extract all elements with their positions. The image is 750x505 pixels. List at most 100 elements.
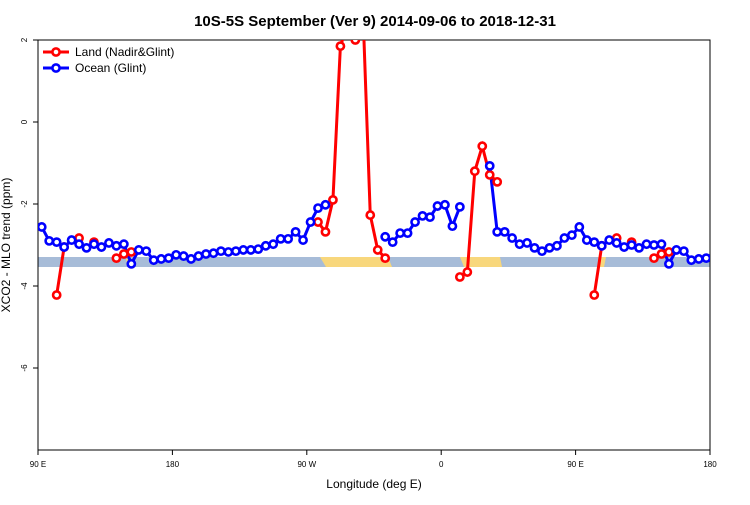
plot-frame [37,39,711,451]
point [59,242,70,252]
point [641,239,652,250]
point [664,247,674,257]
point [283,233,294,244]
point [66,235,77,245]
point [656,249,667,259]
point [604,235,615,245]
point [118,249,129,259]
point [313,203,323,213]
point [440,199,450,210]
point [74,239,84,250]
point [178,251,189,261]
point [268,239,279,250]
point [432,201,443,211]
point [111,240,122,251]
point [626,240,637,250]
y-tick-label: -4 [20,282,29,290]
point [163,253,174,264]
point [537,246,547,257]
point [193,251,204,261]
point [260,240,271,251]
point [634,242,644,253]
x-tick-label: 0 [439,460,444,469]
point [380,253,391,264]
point [514,239,525,250]
point [447,221,458,232]
legend-label: Ocean (Glint) [75,61,146,75]
point [454,272,465,282]
point [581,235,592,245]
point [566,230,577,241]
point [290,226,301,237]
point [649,240,659,250]
point [417,210,428,221]
land-ocean-strip [38,257,710,267]
point [529,242,540,253]
chart-title: 10S-5S September (Ver 9) 2014-09-06 to 2… [194,13,556,30]
point [372,245,383,255]
point [89,239,99,250]
point [230,246,241,257]
point [305,217,316,227]
point [469,166,480,177]
point [410,217,420,227]
point [559,233,570,243]
point [589,290,600,300]
x-axis-label: Longitude (deg E) [326,477,421,491]
y-tick-label: 2 [20,37,29,42]
y-tick-label: -6 [20,364,29,372]
y-axis-label: XCO2 - MLO trend (ppm) [0,178,13,313]
point [678,246,689,257]
point [328,194,338,205]
y-tick-label: 0 [20,119,29,124]
legend-marker [51,47,61,57]
point [51,290,62,300]
point [216,246,226,257]
point [44,235,55,246]
point [141,246,152,257]
point [148,255,159,266]
land-strip [320,257,392,267]
point [686,255,697,266]
point [133,245,144,255]
point [320,226,331,237]
point [701,253,710,264]
point [425,212,435,223]
point [38,222,47,232]
x-tick-label: 90 W [297,460,316,469]
point [671,245,682,255]
point [320,199,331,210]
point [126,258,137,269]
point [51,237,62,248]
point [596,240,607,251]
point [275,233,286,244]
point [656,239,667,250]
point [492,176,503,187]
point [619,242,630,252]
point [81,242,92,253]
point [693,254,704,264]
point [208,248,219,259]
point [574,222,585,232]
point [350,40,361,45]
point [507,233,518,243]
x-tick-label: 90 E [567,460,583,469]
point [96,242,107,252]
y-tick-label: -2 [20,200,29,208]
point [477,141,488,152]
point [402,228,413,239]
point [298,235,308,245]
point [223,247,234,257]
point [462,267,473,277]
plot-area [38,40,710,300]
x-tick-label: 180 [703,460,717,469]
legend-marker [51,63,61,73]
point [544,242,555,253]
point [238,245,249,255]
point [664,258,674,269]
point [186,254,196,264]
land-strip [460,257,502,267]
point [156,254,167,264]
x-tick-label: 180 [166,460,180,469]
